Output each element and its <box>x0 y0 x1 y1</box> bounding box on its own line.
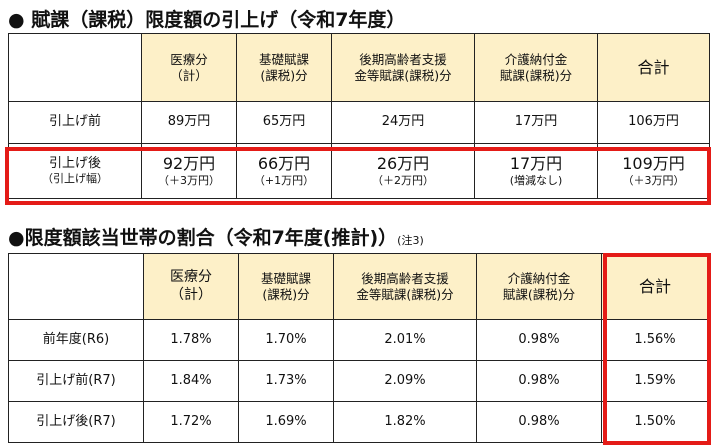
header-total: 合計 <box>597 33 710 102</box>
cell-value: 1.56% <box>601 319 709 361</box>
cell-value: 1.73% <box>238 360 334 402</box>
row-label: 引上げ前(R7) <box>8 360 144 402</box>
table-row: 前年度(R6) 1.78% 1.70% 2.01% 0.98% 1.56% <box>8 319 709 361</box>
cell-value: 17万円 <box>474 101 598 144</box>
section2-title: ●限度額該当世帯の割合（令和7年度(推計)）(注3) <box>8 227 424 249</box>
cell-value: 0.98% <box>476 360 602 402</box>
table-row: 引上げ後(R7) 1.72% 1.69% 1.82% 0.98% 1.50% <box>8 401 709 443</box>
cell-value: 1.50% <box>601 401 709 443</box>
table-row: 引上げ後 （引上げ幅） 92万円 （＋3万円） 66万円 （+1万円） 26万円 （＋2… <box>8 143 710 199</box>
row-label: 引上げ後(R7) <box>8 401 144 443</box>
header-care: 介護納付金 賦課(課税)分 <box>474 33 598 102</box>
cell-value: 0.98% <box>476 401 602 443</box>
header-basic: 基礎賦課 (課税)分 <box>238 253 334 320</box>
cell-value: 1.69% <box>238 401 334 443</box>
row-label: 前年度(R6) <box>8 319 144 361</box>
header-medical: 医療分 （計） <box>141 33 237 102</box>
cell-value: 92万円 （＋3万円） <box>141 143 237 199</box>
household-ratio-table: 医療分 （計） 基礎賦課 (課税)分 後期高齢者支援 金等賦課(課税)分 介護納付金賦… <box>8 253 709 443</box>
cell-value: 24万円 <box>331 101 475 144</box>
header-basic: 基礎賦課 (課税)分 <box>236 33 332 102</box>
table-row: 引上げ前 89万円 65万円 24万円 17万円 106万円 <box>8 101 710 144</box>
header-elderly-support: 後期高齢者支援 金等賦課(課税)分 <box>331 33 475 102</box>
cell-value: 1.59% <box>601 360 709 402</box>
row-label: 引上げ後 （引上げ幅） <box>8 143 142 199</box>
cell-value: 17万円 (増減なし) <box>474 143 598 199</box>
row-label: 引上げ前 <box>8 101 142 144</box>
cell-value: 106万円 <box>597 101 710 144</box>
header-elderly-support: 後期高齢者支援 金等賦課(課税)分 <box>333 253 477 320</box>
cell-value: 2.09% <box>333 360 477 402</box>
section1-title: ● 賦課（課税）限度額の引上げ（令和7年度） <box>8 9 406 31</box>
cell-value: 26万円 （＋2万円） <box>331 143 475 199</box>
cell-value: 1.70% <box>238 319 334 361</box>
header-total: 合計 <box>601 253 709 320</box>
corner-cell <box>8 253 144 320</box>
corner-cell <box>8 33 142 102</box>
cell-value: 89万円 <box>141 101 237 144</box>
header-care: 介護納付金 賦課(課税)分 <box>476 253 602 320</box>
cell-value: 1.78% <box>143 319 239 361</box>
cell-value: 109万円 （＋3万円） <box>597 143 710 199</box>
cell-value: 2.01% <box>333 319 477 361</box>
cell-value: 65万円 <box>236 101 332 144</box>
cell-value: 1.84% <box>143 360 239 402</box>
cell-value: 66万円 （+1万円） <box>236 143 332 199</box>
section2-note: (注3) <box>397 234 424 247</box>
cell-value: 0.98% <box>476 319 602 361</box>
limit-increase-table: 医療分 （計） 基礎賦課 (課税)分 後期高齢者支援 金等賦課(課税)分 介護納付金賦… <box>8 33 710 199</box>
table-row: 引上げ前(R7) 1.84% 1.73% 2.09% 0.98% 1.59% <box>8 360 709 402</box>
header-medical: 医療分 （計） <box>143 253 239 320</box>
cell-value: 1.82% <box>333 401 477 443</box>
cell-value: 1.72% <box>143 401 239 443</box>
